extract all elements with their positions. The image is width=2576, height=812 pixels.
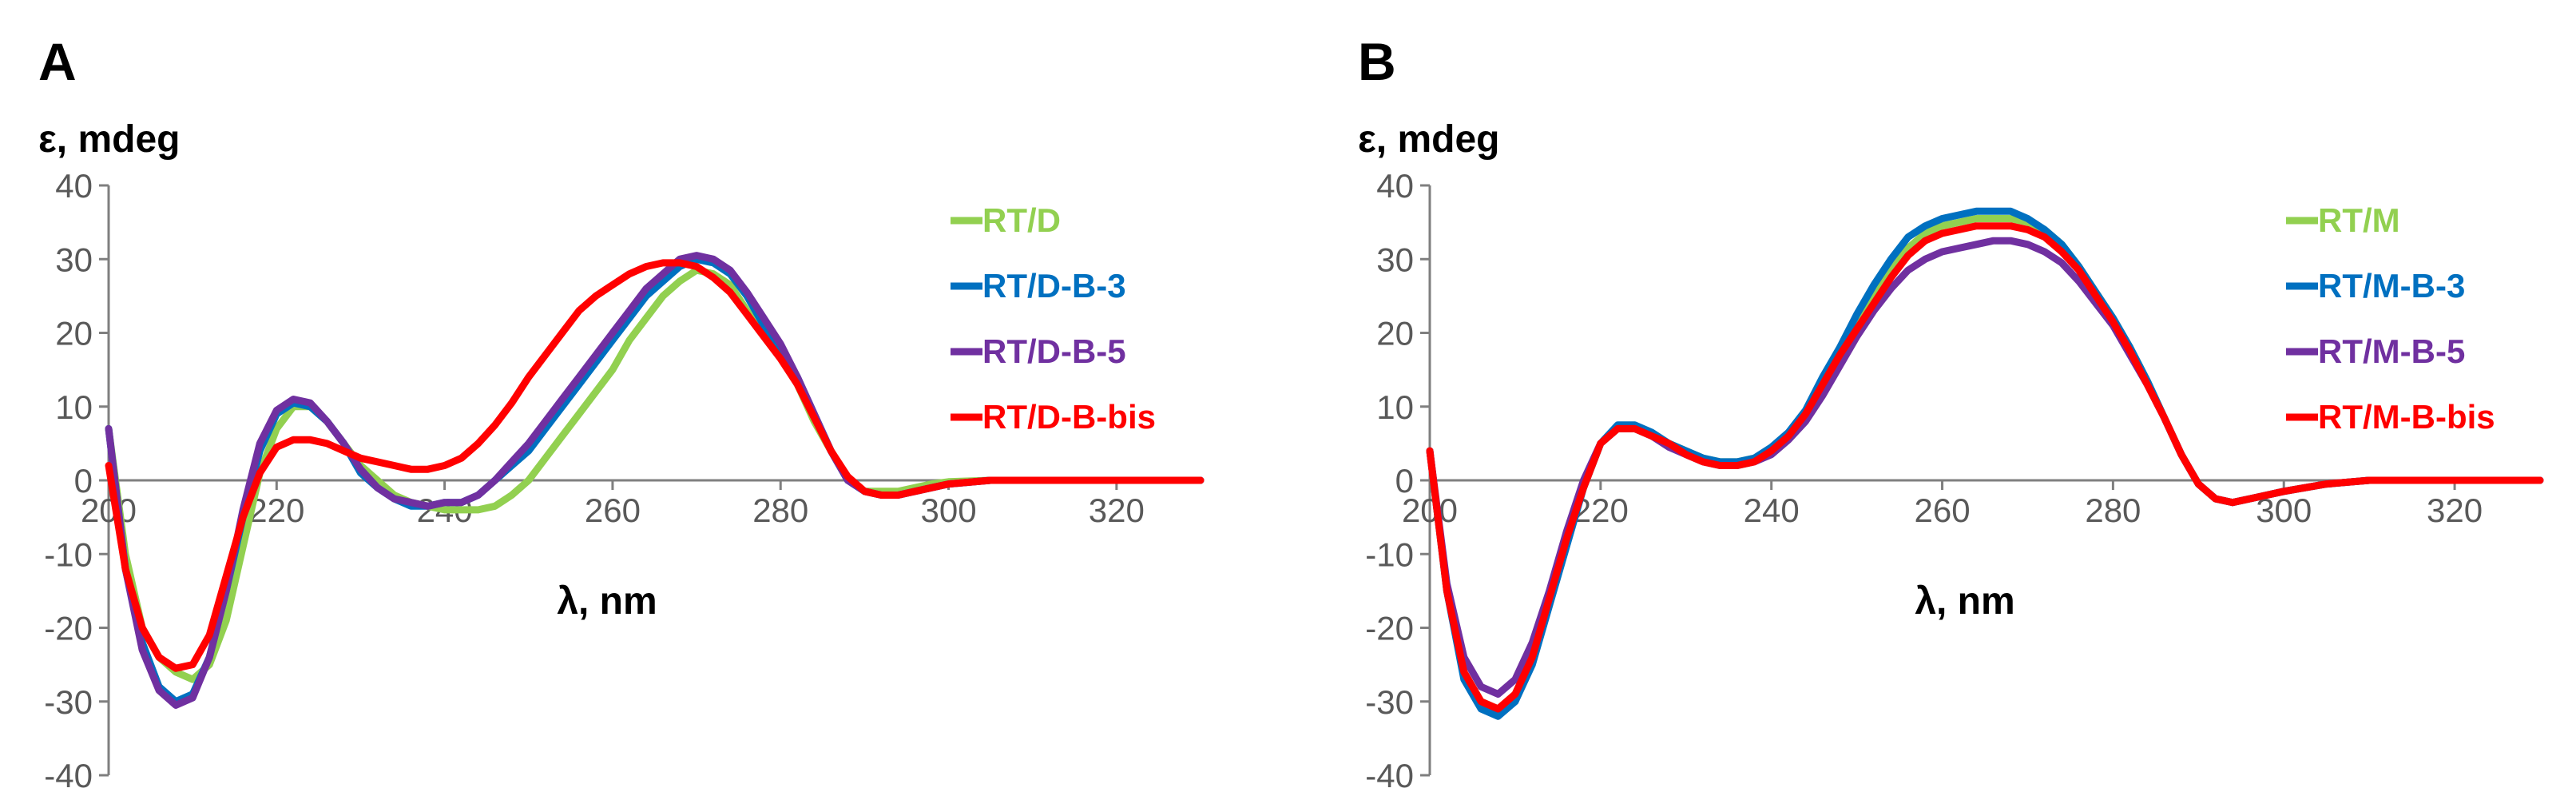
y-tick-label: 0 (1395, 462, 1414, 500)
y-tick-label: -10 (1365, 535, 1414, 573)
panel-label: B (1358, 32, 1396, 91)
y-tick-label: 10 (1376, 388, 1414, 426)
panel-label: A (38, 32, 77, 91)
legend-label: RT/D (982, 201, 1061, 239)
x-tick-label: 200 (81, 492, 137, 529)
x-tick-label: 220 (248, 492, 304, 529)
x-tick-label: 200 (1402, 492, 1458, 529)
x-tick-label: 240 (1744, 492, 1800, 529)
legend-label: RT/D-B-3 (982, 267, 1126, 304)
y-tick-label: 0 (74, 462, 93, 500)
y-tick-label: -40 (44, 757, 93, 794)
y-tick-label: 30 (1376, 241, 1414, 278)
x-axis-title: λ, nm (557, 580, 657, 623)
y-tick-label: -40 (1365, 757, 1414, 794)
x-tick-label: 320 (2427, 492, 2483, 529)
x-tick-label: 280 (2085, 492, 2141, 529)
x-tick-label: 260 (1914, 492, 1970, 529)
y-axis-title: ε, mdeg (38, 118, 180, 161)
legend-label: RT/M-B-5 (2318, 332, 2465, 370)
y-tick-label: 30 (55, 241, 93, 278)
y-tick-label: -30 (44, 683, 93, 721)
legend-label: RT/D-B-bis (982, 398, 1156, 436)
legend-label: RT/M-B-bis (2318, 398, 2495, 436)
x-tick-label: 260 (585, 492, 641, 529)
y-tick-label: -20 (44, 610, 93, 647)
y-tick-label: 10 (55, 388, 93, 426)
legend-label: RT/M (2318, 201, 2400, 239)
y-tick-label: -30 (1365, 683, 1414, 721)
legend-label: RT/D-B-5 (982, 332, 1126, 370)
y-tick-label: 40 (1376, 167, 1414, 205)
y-tick-label: -20 (1365, 610, 1414, 647)
series-line-4 (1426, 222, 2544, 713)
x-tick-label: 300 (920, 492, 976, 529)
legend-label: RT/M-B-3 (2318, 267, 2465, 304)
series-line-4 (105, 259, 1205, 672)
y-axis-title: ε, mdeg (1358, 118, 1499, 161)
y-tick-label: 20 (1376, 315, 1414, 352)
y-tick-label: 20 (55, 315, 93, 352)
x-tick-label: 280 (752, 492, 808, 529)
x-tick-label: 320 (1089, 492, 1145, 529)
y-tick-label: -10 (44, 535, 93, 573)
y-tick-label: 40 (55, 167, 93, 205)
x-axis-title: λ, nm (1915, 580, 2014, 623)
series-line-3 (1426, 237, 2544, 698)
